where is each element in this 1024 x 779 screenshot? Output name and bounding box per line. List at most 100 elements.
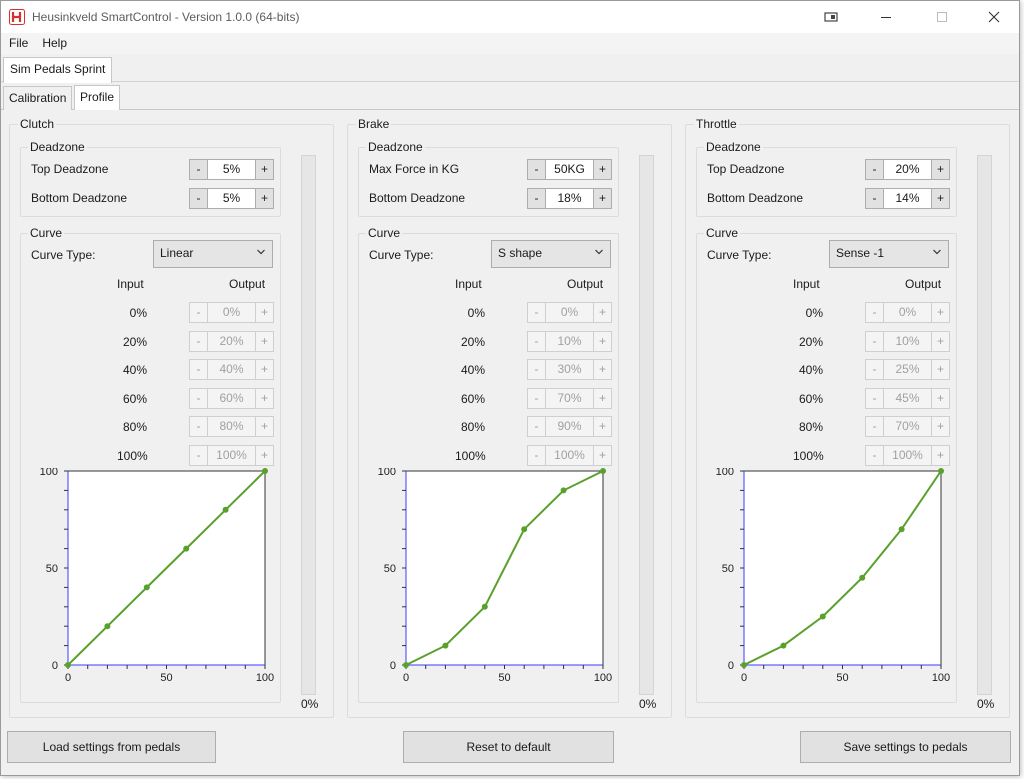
curve-input-label: 20%: [122, 334, 147, 349]
curve-output-value[interactable]: 20%: [208, 330, 255, 352]
deadzone-value[interactable]: 5%: [208, 159, 255, 180]
curve-output-value[interactable]: 45%: [884, 387, 931, 409]
maximize-icon: [937, 12, 947, 22]
curve-type-select[interactable]: Linear: [153, 240, 273, 268]
curve-output-value[interactable]: 40%: [208, 359, 255, 381]
increment-button[interactable]: +: [593, 445, 612, 466]
decrement-button[interactable]: -: [527, 387, 546, 409]
increment-button[interactable]: +: [931, 416, 950, 438]
curve-output-value[interactable]: 60%: [208, 387, 255, 409]
deadzone-value[interactable]: 14%: [884, 188, 931, 209]
increment-button[interactable]: +: [255, 387, 274, 409]
curve-output-value[interactable]: 70%: [546, 387, 593, 409]
decrement-button[interactable]: -: [527, 416, 546, 438]
decrement-button[interactable]: -: [865, 416, 884, 438]
increment-button[interactable]: +: [255, 188, 274, 209]
output-header: Output: [567, 277, 604, 291]
curve-output-stepper: -0% +: [189, 302, 274, 323]
increment-button[interactable]: +: [593, 302, 612, 323]
curve-output-value[interactable]: 0%: [884, 302, 931, 323]
decrement-button[interactable]: -: [189, 302, 208, 323]
increment-button[interactable]: +: [255, 416, 274, 438]
curve-point: [262, 468, 268, 474]
curve-output-value[interactable]: 10%: [884, 330, 931, 352]
curve-output-value[interactable]: 0%: [208, 302, 255, 323]
snap-button[interactable]: [807, 1, 853, 33]
deadzone-value[interactable]: 5%: [208, 188, 255, 209]
decrement-button[interactable]: -: [865, 445, 884, 466]
curve-output-value[interactable]: 25%: [884, 359, 931, 381]
curve-output-value[interactable]: 30%: [546, 359, 593, 381]
decrement-button[interactable]: -: [189, 387, 208, 409]
curve-output-value[interactable]: 0%: [546, 302, 593, 323]
decrement-button[interactable]: -: [865, 330, 884, 352]
curve-output-value[interactable]: 10%: [546, 330, 593, 352]
increment-button[interactable]: +: [593, 359, 612, 381]
close-button[interactable]: [971, 1, 1017, 33]
increment-button[interactable]: +: [593, 159, 612, 180]
curve-output-value[interactable]: 100%: [884, 445, 931, 466]
decrement-button[interactable]: -: [527, 445, 546, 466]
maximize-button[interactable]: [919, 1, 965, 33]
increment-button[interactable]: +: [255, 359, 274, 381]
curve-output-value[interactable]: 100%: [208, 445, 255, 466]
increment-button[interactable]: +: [931, 302, 950, 323]
minimize-button[interactable]: [863, 1, 909, 33]
curve-output-value[interactable]: 80%: [208, 416, 255, 438]
save-settings-button[interactable]: Save settings to pedals: [800, 731, 1011, 763]
menu-help[interactable]: Help: [42, 36, 68, 50]
curve-output-value[interactable]: 100%: [546, 445, 593, 466]
curve-type-select[interactable]: Sense -1: [829, 240, 949, 268]
decrement-button[interactable]: -: [527, 159, 546, 180]
deadzone-value[interactable]: 50KG: [546, 159, 593, 180]
increment-button[interactable]: +: [255, 159, 274, 180]
increment-button[interactable]: +: [593, 330, 612, 352]
curve-output-value[interactable]: 90%: [546, 416, 593, 438]
increment-button[interactable]: +: [593, 188, 612, 209]
decrement-button[interactable]: -: [527, 302, 546, 323]
increment-button[interactable]: +: [931, 330, 950, 352]
increment-button[interactable]: +: [931, 359, 950, 381]
increment-button[interactable]: +: [931, 159, 950, 180]
decrement-button[interactable]: -: [865, 159, 884, 180]
curve-output-stepper: -40% +: [189, 359, 274, 381]
menu-file[interactable]: File: [9, 36, 29, 50]
decrement-button[interactable]: -: [189, 359, 208, 381]
decrement-button[interactable]: -: [865, 387, 884, 409]
increment-button[interactable]: +: [255, 445, 274, 466]
decrement-button[interactable]: -: [527, 330, 546, 352]
decrement-button[interactable]: -: [527, 188, 546, 209]
increment-button[interactable]: +: [593, 416, 612, 438]
increment-button[interactable]: +: [255, 330, 274, 352]
increment-button[interactable]: +: [931, 188, 950, 209]
curve-output-stepper: -70% +: [527, 387, 612, 409]
decrement-button[interactable]: -: [189, 416, 208, 438]
load-settings-button[interactable]: Load settings from pedals: [7, 731, 216, 763]
decrement-button[interactable]: -: [189, 188, 208, 209]
decrement-button[interactable]: -: [865, 359, 884, 381]
increment-button[interactable]: +: [931, 387, 950, 409]
increment-button[interactable]: +: [593, 387, 612, 409]
decrement-button[interactable]: -: [189, 445, 208, 466]
title-bar[interactable]: Heusinkveld SmartControl - Version 1.0.0…: [1, 1, 1019, 33]
decrement-button[interactable]: -: [865, 302, 884, 323]
increment-button[interactable]: +: [255, 302, 274, 323]
deadzone-value[interactable]: 20%: [884, 159, 931, 180]
decrement-button[interactable]: -: [189, 330, 208, 352]
tab-calibration[interactable]: Calibration: [3, 86, 73, 110]
increment-button[interactable]: +: [931, 445, 950, 466]
reset-default-button[interactable]: Reset to default: [403, 731, 614, 763]
curve-output-value[interactable]: 70%: [884, 416, 931, 438]
tab-profile[interactable]: Profile: [74, 85, 121, 111]
decrement-button[interactable]: -: [189, 159, 208, 180]
pedal-level-bar: [977, 155, 992, 695]
section-tabs: Calibration Profile: [1, 85, 1019, 111]
decrement-button[interactable]: -: [865, 188, 884, 209]
curve-type-select[interactable]: S shape: [491, 240, 611, 268]
tab-sim-pedals-sprint[interactable]: Sim Pedals Sprint: [3, 57, 113, 83]
curve-group: Curve Curve Type: S shape Input Output 0% -0% +…: [358, 226, 619, 703]
deadzone-value[interactable]: 18%: [546, 188, 593, 209]
x-tick-label: 0: [403, 672, 409, 684]
decrement-button[interactable]: -: [527, 359, 546, 381]
curve-chart: 0 50 100 0 50 100: [378, 468, 612, 684]
